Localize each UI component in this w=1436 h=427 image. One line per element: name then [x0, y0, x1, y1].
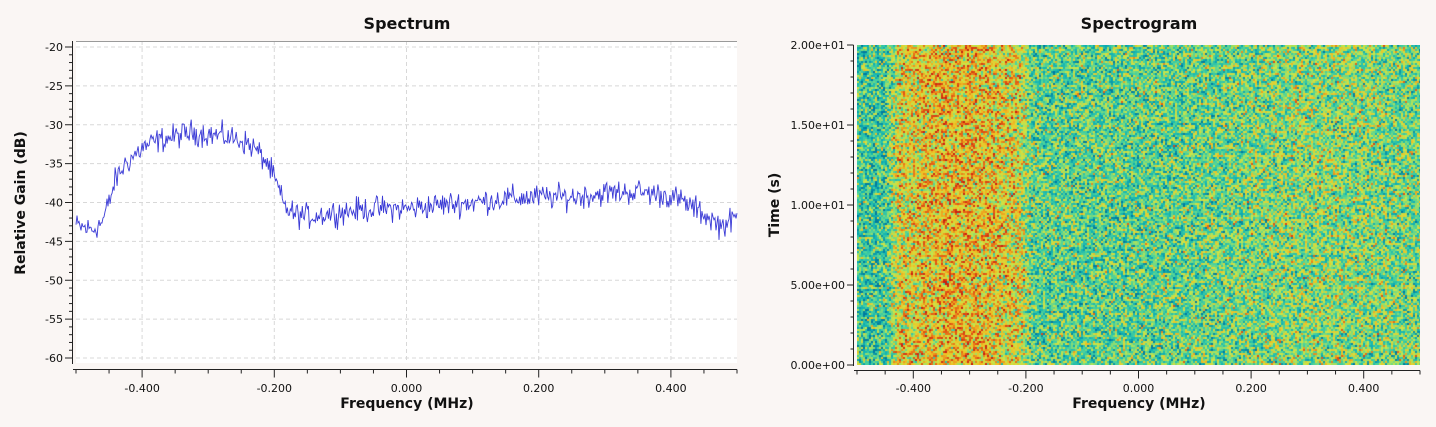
- x-tick-label: 0.400: [655, 382, 687, 395]
- y-tick-label: -25: [45, 80, 63, 93]
- y-tick-label: -35: [45, 158, 63, 171]
- spectrum-panel: -20 -25 -30 -35 -40 -45 -50 -55 -60 -0.400 -0.200 0…: [13, 14, 738, 412]
- y-tick-label: -55: [45, 313, 63, 326]
- spectrogram-y-axis-label: Time (s): [767, 172, 783, 238]
- y-tick-label: -20: [45, 41, 63, 54]
- spectrogram-plot: 0.00e+00 5.00e+00 1.00e+01 1.50e+01 2.00e+01…: [791, 39, 1421, 395]
- y-tick-label: 1.50e+01: [791, 119, 845, 132]
- spectrum-y-axis-label: Relative Gain (dB): [13, 131, 29, 275]
- y-tick-label: -60: [45, 352, 63, 365]
- x-tick-label: 0.400: [1348, 382, 1380, 395]
- y-tick-label: -40: [45, 197, 63, 210]
- x-tick-label: -0.200: [257, 382, 292, 395]
- spectrogram-canvas: [857, 45, 1420, 365]
- spectrum-x-axis-label: Frequency (MHz): [340, 396, 474, 412]
- x-tick-label: 0.000: [391, 382, 423, 395]
- spectrum-title: Spectrum: [363, 14, 451, 33]
- x-tick-label: -0.400: [124, 382, 159, 395]
- spectrum-plot: -20 -25 -30 -35 -40 -45 -50 -55 -60 -0.400 -0.200 0…: [45, 41, 738, 395]
- x-tick-label: -0.200: [1008, 382, 1043, 395]
- spectrogram-title: Spectrogram: [1080, 14, 1198, 33]
- y-tick-label: 0.00e+00: [791, 359, 845, 372]
- y-tick-label: -50: [45, 274, 63, 287]
- x-tick-label: 0.200: [1235, 382, 1267, 395]
- spectrogram-panel: 0.00e+00 5.00e+00 1.00e+01 1.50e+01 2.00e+01…: [748, 0, 1436, 427]
- spectrogram-heatmap: [857, 45, 1420, 365]
- spectrogram-x-axis-label: Frequency (MHz): [1072, 396, 1206, 412]
- y-tick-label: -30: [45, 119, 63, 132]
- x-tick-label: 0.000: [1123, 382, 1155, 395]
- y-tick-label: -45: [45, 235, 63, 248]
- x-tick-label: 0.200: [523, 382, 555, 395]
- x-tick-label: -0.400: [896, 382, 931, 395]
- y-tick-label: 2.00e+01: [791, 39, 845, 52]
- y-tick-label: 5.00e+00: [791, 279, 845, 292]
- spectrum-trace: [75, 119, 738, 240]
- y-tick-label: 1.00e+01: [791, 199, 845, 212]
